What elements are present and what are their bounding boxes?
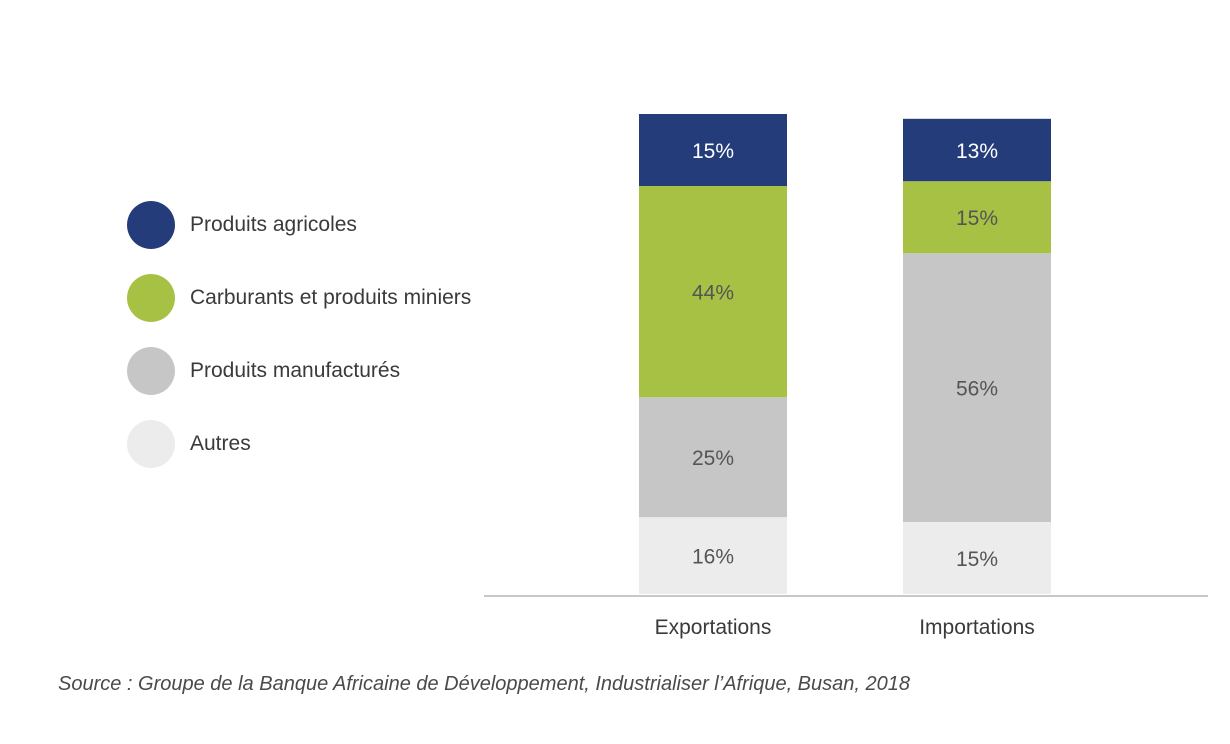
category-label-importations: Importations [919, 616, 1035, 639]
bar-segment-importations-produits-agricoles [903, 118, 1051, 182]
data-label-importations-autres: 15% [956, 548, 998, 571]
data-label-exportations-produits-agricoles: 15% [692, 140, 734, 163]
legend-label: Produits manufacturés [190, 359, 401, 382]
bar-labels-group: 16% 25% 44% 15% 15% 56% 15% 13% [692, 140, 998, 571]
bar-segment-exportations-produits-agricoles [639, 114, 787, 186]
legend-swatch-icon [127, 420, 175, 468]
data-label-importations-produits-manufactures: 56% [956, 378, 998, 401]
data-label-importations-carburants-et-produits-miniers: 15% [956, 207, 998, 230]
bar-segment-importations-carburants-et-produits-miniers [903, 181, 1051, 254]
data-label-exportations-produits-manufactures: 25% [692, 447, 734, 470]
bar-segment-importations-produits-manufactures [903, 253, 1051, 522]
source-note: Source : Groupe de la Banque Africaine d… [58, 673, 910, 695]
category-label-exportations: Exportations [655, 616, 772, 639]
legend-swatch-icon [127, 274, 175, 322]
bars-group [639, 114, 1051, 594]
legend-swatch-icon [127, 201, 175, 249]
category-labels-group: Exportations Importations [655, 616, 1035, 639]
bar-segment-exportations-carburants-et-produits-miniers [639, 186, 787, 398]
data-label-exportations-carburants-et-produits-miniers: 44% [692, 282, 734, 305]
legend-swatch-icon [127, 347, 175, 395]
bar-segment-importations-autres [903, 522, 1051, 594]
legend-label: Produits agricoles [190, 213, 357, 236]
bar-segment-exportations-produits-manufactures [639, 397, 787, 518]
bar-segment-exportations-autres [639, 517, 787, 594]
legend-label: Carburants et produits miniers [190, 286, 472, 309]
legend-label: Autres [190, 432, 251, 455]
data-label-exportations-autres: 16% [692, 546, 734, 569]
data-label-importations-produits-agricoles: 13% [956, 140, 998, 163]
